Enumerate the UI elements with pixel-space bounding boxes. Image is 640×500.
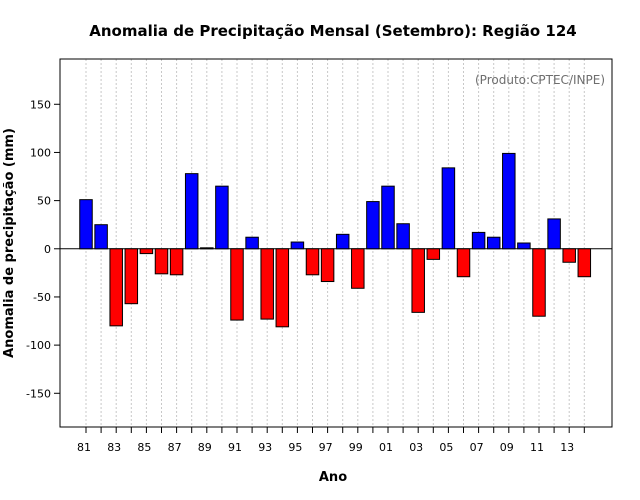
bar-09: [502, 152, 516, 250]
bar-11: [532, 248, 546, 317]
bar-04: [426, 248, 441, 260]
y-axis-label: Anomalia de precipitação (mm): [2, 128, 17, 358]
y-axis: -150 -100 -50 0 50 100 150: [26, 98, 60, 400]
bar-89: [200, 247, 214, 250]
y-tick-label: -100: [26, 339, 51, 352]
y-tick-label: 150: [30, 98, 51, 111]
bar-07: [471, 231, 486, 250]
bar-91: [230, 248, 244, 321]
x-tick-label: 89: [198, 441, 212, 454]
bar-86: [154, 248, 169, 275]
x-tick-label: 13: [560, 441, 574, 454]
y-tick-label: 0: [44, 243, 51, 256]
bar-84: [124, 248, 139, 305]
x-tick-label: 05: [439, 441, 453, 454]
bar-81: [79, 199, 93, 250]
bar-93: [260, 248, 274, 320]
bar-92: [245, 236, 259, 250]
bar-06: [456, 248, 471, 278]
x-tick-label: 97: [319, 441, 333, 454]
x-tick-label: 81: [77, 441, 91, 454]
bar-98: [335, 233, 350, 250]
bar-85: [139, 248, 154, 255]
bar-13: [562, 248, 576, 263]
x-tick-label: 07: [470, 441, 484, 454]
bar-08: [486, 236, 501, 250]
bar-99: [351, 248, 365, 289]
x-tick-label: 09: [500, 441, 514, 454]
bar-01: [381, 185, 395, 250]
y-tick-label: 100: [30, 146, 51, 159]
x-tick-label: 01: [379, 441, 393, 454]
x-axis-label: Ano: [319, 470, 347, 485]
chart-title: Anomalia de Precipitação Mensal (Setembr…: [89, 22, 577, 40]
bar-90: [215, 185, 229, 250]
bars: [79, 152, 592, 328]
x-tick-label: 93: [258, 441, 272, 454]
y-tick-label: -50: [33, 291, 51, 304]
x-tick-label: 11: [530, 441, 544, 454]
bar-87: [169, 248, 184, 276]
bar-83: [109, 248, 123, 327]
bar-97: [320, 248, 335, 283]
source-note: (Produto:CPTEC/INPE): [475, 73, 605, 87]
x-tick-label: 83: [107, 441, 121, 454]
x-tick-label: 85: [137, 441, 151, 454]
bar-14: [577, 248, 592, 278]
x-tick-label: 03: [409, 441, 423, 454]
bar-03: [411, 248, 425, 313]
bar-95: [290, 241, 305, 250]
x-tick-label: 95: [288, 441, 302, 454]
bar-82: [94, 224, 108, 250]
x-axis: 81 83 85 87 89 91 93 95 97 99 01 03 05 07 09 11 13: [77, 427, 585, 454]
bar-94: [275, 248, 290, 328]
bar-88: [184, 173, 199, 250]
bar-00: [366, 201, 380, 250]
bar-10: [517, 242, 531, 250]
plot-frame: [59, 58, 613, 428]
y-tick-label: -150: [26, 387, 51, 400]
bar-02: [396, 223, 410, 250]
x-tick-label: 99: [349, 441, 363, 454]
x-tick-label: 87: [168, 441, 182, 454]
bar-96: [305, 248, 320, 276]
x-tick-label: 91: [228, 441, 242, 454]
bar-12: [547, 218, 561, 250]
y-tick-label: 50: [37, 195, 51, 208]
bar-05: [441, 167, 456, 250]
